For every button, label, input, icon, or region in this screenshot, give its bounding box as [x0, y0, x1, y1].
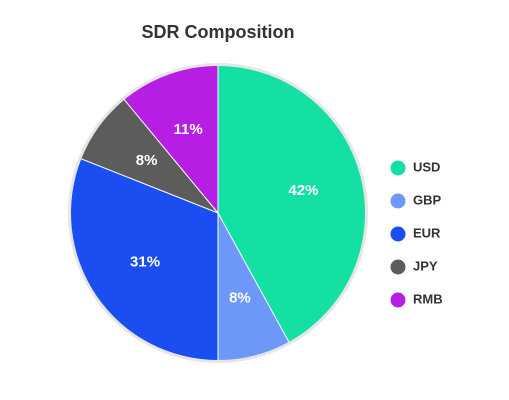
legend: USD GBP EUR JPY RMB	[390, 159, 443, 308]
legend-marker-jpy[interactable]	[390, 259, 406, 275]
slice-label-jpy: 8%	[136, 152, 158, 169]
pie-slice-eur	[70, 158, 218, 361]
slice-separator	[81, 158, 219, 214]
pie-slices	[70, 66, 366, 361]
legend-label-rmb[interactable]: RMB	[413, 291, 443, 306]
legend-marker-rmb[interactable]	[390, 292, 406, 308]
slice-separator	[123, 99, 219, 214]
legend-label-jpy[interactable]: JPY	[413, 258, 438, 273]
legend-marker-eur[interactable]	[390, 226, 406, 242]
pie-slice-jpy	[81, 99, 218, 213]
legend-marker-usd[interactable]	[390, 160, 406, 176]
chart-title: SDR Composition	[141, 22, 295, 42]
pie-slice-gbp	[218, 213, 289, 360]
slice-label-usd: 42%	[288, 182, 318, 199]
legend-marker-gbp[interactable]	[390, 193, 406, 209]
legend-label-usd[interactable]: USD	[413, 159, 440, 174]
legend-label-gbp[interactable]: GBP	[413, 192, 442, 207]
slice-separator	[217, 212, 290, 343]
slice-label-gbp: 8%	[229, 289, 251, 306]
slice-label-rmb: 11%	[174, 121, 203, 138]
slice-label-eur: 31%	[130, 254, 160, 271]
legend-label-eur[interactable]: EUR	[413, 225, 441, 240]
slice-labels: 42% 8% 31% 8% 11%	[130, 121, 318, 306]
pie-slice-usd	[218, 66, 366, 342]
pie-slice-rmb	[124, 66, 218, 213]
